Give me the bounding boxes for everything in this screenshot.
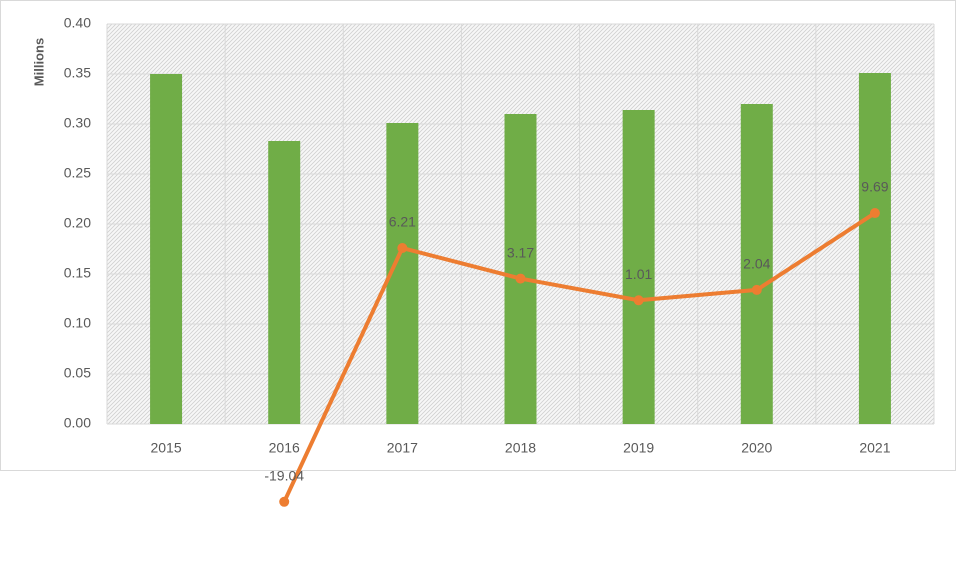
y-tick-label: 0.30	[64, 115, 91, 131]
y-axis-title: Millions	[31, 38, 46, 86]
y-tick-label: 0.20	[64, 215, 91, 231]
line-point	[633, 295, 644, 306]
y-tick-label: 0.00	[64, 415, 91, 431]
x-tick-label: 2016	[269, 440, 300, 456]
bar	[740, 104, 773, 424]
data-label: 9.69	[861, 179, 888, 195]
data-label: 6.21	[389, 214, 416, 230]
x-tick-label: 2015	[150, 440, 181, 456]
data-label: 3.17	[507, 244, 534, 260]
line-point	[751, 284, 762, 295]
bar	[268, 141, 301, 424]
line-point	[397, 243, 408, 254]
y-tick-label: 0.35	[64, 65, 91, 81]
y-tick-label: 0.05	[64, 365, 91, 381]
bar	[504, 114, 537, 424]
x-tick-label: 2021	[859, 440, 890, 456]
y-tick-label: 0.40	[64, 15, 91, 31]
data-label: -19.04	[264, 467, 304, 483]
y-tick-label: 0.10	[64, 315, 91, 331]
x-tick-label: 2017	[387, 440, 418, 456]
bar	[858, 73, 891, 424]
y-tick-label: 0.25	[64, 165, 91, 181]
line-point	[279, 496, 290, 507]
data-label: 1.01	[625, 266, 652, 282]
x-tick-label: 2020	[741, 440, 772, 456]
line-point	[515, 273, 526, 284]
bar	[622, 110, 655, 424]
y-tick-label: 0.15	[64, 265, 91, 281]
line	[282, 211, 877, 503]
x-tick-label: 2019	[623, 440, 654, 456]
bar	[150, 74, 183, 424]
x-tick-label: 2018	[505, 440, 536, 456]
data-label: 2.04	[743, 256, 770, 272]
line-point	[869, 208, 880, 219]
